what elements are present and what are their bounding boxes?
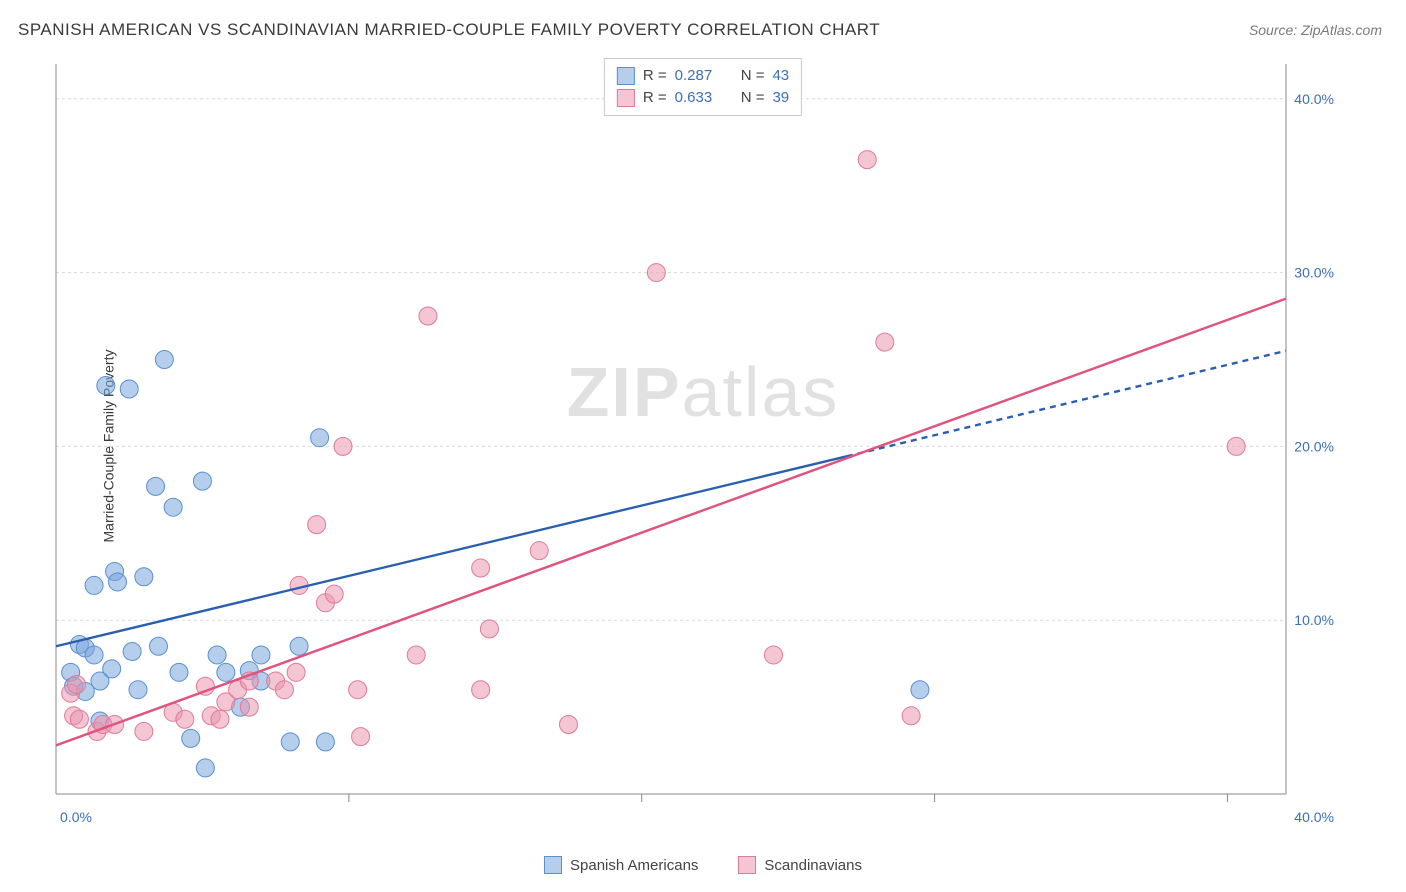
trend-line (56, 299, 1286, 746)
scatter-point (858, 151, 876, 169)
scatter-point (311, 429, 329, 447)
scatter-point (252, 646, 270, 664)
scatter-point (647, 264, 665, 282)
scatter-point (287, 663, 305, 681)
scatter-point (560, 715, 578, 733)
plot-area: 10.0% 20.0% 30.0% 40.0% 0.0% 40.0% (48, 54, 1348, 834)
scatter-point (316, 733, 334, 751)
scatter-point (472, 681, 490, 699)
scatter-point (325, 585, 343, 603)
source-attribution: Source: ZipAtlas.com (1249, 22, 1382, 38)
scatter-point (147, 477, 165, 495)
x-min-label: 0.0% (60, 809, 92, 825)
scatter-point (530, 542, 548, 560)
legend-swatch (617, 67, 635, 85)
scatter-point (135, 568, 153, 586)
scatter-point (349, 681, 367, 699)
legend-top-row: R = 0.633 N = 39 (617, 87, 789, 109)
scatter-point (480, 620, 498, 638)
scatter-point (120, 380, 138, 398)
legend-n-value: 43 (772, 65, 789, 87)
y-tick-label: 10.0% (1294, 612, 1334, 628)
legend-n-label: N = (741, 87, 765, 109)
legend-n-value: 39 (772, 87, 789, 109)
scatter-point (150, 637, 168, 655)
scatter-point (109, 573, 127, 591)
scatter-point (68, 676, 86, 694)
scatter-point (123, 642, 141, 660)
scatter-point (240, 698, 258, 716)
legend-top-row: R = 0.287 N = 43 (617, 65, 789, 87)
scatter-point (765, 646, 783, 664)
correlation-legend: R = 0.287 N = 43 R = 0.633 N = 39 (604, 58, 802, 116)
scatter-point (85, 646, 103, 664)
scatter-point (275, 681, 293, 699)
scatter-point (70, 710, 88, 728)
x-max-label: 40.0% (1294, 809, 1334, 825)
scatter-point (290, 637, 308, 655)
scatter-point (103, 660, 121, 678)
legend-r-label: R = (643, 65, 667, 87)
scatter-point (193, 472, 211, 490)
legend-series-label: Spanish Americans (570, 857, 698, 874)
scatter-point (211, 710, 229, 728)
legend-r-label: R = (643, 87, 667, 109)
legend-series-label: Scandinavians (764, 857, 862, 874)
legend-r-value: 0.633 (675, 87, 713, 109)
scatter-point (352, 728, 370, 746)
legend-r-value: 0.287 (675, 65, 713, 87)
scatter-point (876, 333, 894, 351)
scatter-point (155, 350, 173, 368)
scatter-point (170, 663, 188, 681)
series-legend: Spanish Americans Scandinavians (544, 856, 862, 874)
scatter-point (407, 646, 425, 664)
scatter-point (911, 681, 929, 699)
legend-swatch (738, 856, 756, 874)
scatter-point (1227, 437, 1245, 455)
chart-title: SPANISH AMERICAN VS SCANDINAVIAN MARRIED… (18, 20, 880, 40)
scatter-point (196, 759, 214, 777)
scatter-point (164, 498, 182, 516)
scatter-point (281, 733, 299, 751)
scatter-plot-svg: 10.0% 20.0% 30.0% 40.0% 0.0% 40.0% (48, 54, 1348, 834)
scatter-point (334, 437, 352, 455)
scatter-point (182, 729, 200, 747)
scatter-point (217, 663, 235, 681)
scatter-point (472, 559, 490, 577)
y-tick-label: 20.0% (1294, 438, 1334, 454)
scatter-point (902, 707, 920, 725)
scatter-point (135, 722, 153, 740)
y-tick-label: 40.0% (1294, 91, 1334, 107)
scatter-point (208, 646, 226, 664)
legend-bottom-item: Spanish Americans (544, 856, 698, 874)
scatter-point (129, 681, 147, 699)
scatter-point (176, 710, 194, 728)
scatter-point (419, 307, 437, 325)
scatter-point (85, 576, 103, 594)
legend-n-label: N = (741, 65, 765, 87)
legend-bottom-item: Scandinavians (738, 856, 862, 874)
legend-swatch (544, 856, 562, 874)
trend-line-dashed (847, 351, 1286, 457)
scatter-point (308, 516, 326, 534)
trend-line (56, 456, 847, 646)
legend-swatch (617, 89, 635, 107)
scatter-point (97, 377, 115, 395)
y-tick-label: 30.0% (1294, 265, 1334, 281)
